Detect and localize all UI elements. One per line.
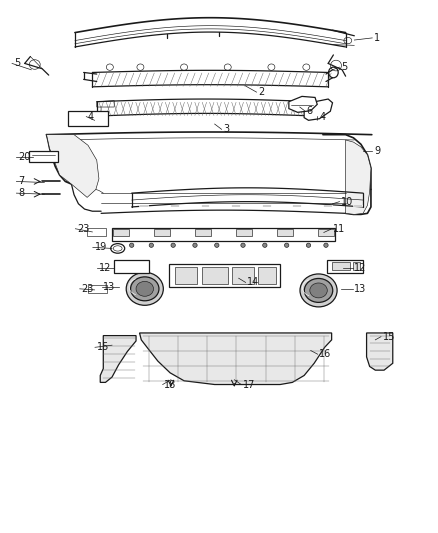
Polygon shape [100, 336, 136, 382]
Ellipse shape [285, 243, 289, 247]
Polygon shape [289, 96, 317, 112]
Polygon shape [195, 229, 211, 236]
Text: 13: 13 [354, 284, 367, 294]
Polygon shape [175, 266, 197, 284]
Ellipse shape [306, 243, 311, 247]
Ellipse shape [193, 243, 197, 247]
Ellipse shape [149, 243, 153, 247]
Polygon shape [318, 229, 334, 236]
Text: 4: 4 [88, 111, 94, 122]
Polygon shape [113, 229, 129, 236]
Ellipse shape [254, 232, 259, 237]
Ellipse shape [91, 115, 96, 122]
Polygon shape [353, 262, 360, 270]
Text: 4: 4 [319, 111, 325, 122]
Polygon shape [114, 260, 149, 273]
Polygon shape [258, 266, 276, 284]
Text: 6: 6 [306, 106, 312, 116]
Text: 18: 18 [164, 379, 177, 390]
Polygon shape [29, 151, 58, 163]
Polygon shape [201, 266, 228, 284]
Ellipse shape [215, 243, 219, 247]
Ellipse shape [82, 115, 87, 122]
Text: 11: 11 [332, 224, 345, 235]
Ellipse shape [30, 154, 35, 160]
Polygon shape [327, 260, 363, 273]
Ellipse shape [179, 232, 184, 237]
Text: 23: 23 [81, 284, 94, 294]
Ellipse shape [130, 243, 134, 247]
Ellipse shape [263, 243, 267, 247]
Text: 14: 14 [247, 278, 260, 287]
Text: 16: 16 [319, 349, 332, 359]
Text: 7: 7 [18, 176, 25, 187]
Text: 12: 12 [354, 263, 367, 273]
Polygon shape [346, 140, 371, 214]
Text: 1: 1 [374, 33, 380, 43]
Polygon shape [46, 135, 99, 197]
Text: 3: 3 [223, 124, 230, 134]
Polygon shape [236, 229, 252, 236]
Ellipse shape [300, 274, 337, 307]
Ellipse shape [324, 243, 328, 247]
Text: 10: 10 [341, 197, 353, 207]
Polygon shape [232, 266, 254, 284]
Text: 23: 23 [77, 224, 89, 234]
Ellipse shape [171, 243, 175, 247]
Ellipse shape [304, 278, 333, 302]
Ellipse shape [131, 277, 159, 301]
Polygon shape [304, 99, 332, 120]
Ellipse shape [73, 115, 78, 122]
Text: 8: 8 [18, 188, 24, 198]
Text: 13: 13 [103, 282, 116, 292]
Polygon shape [88, 285, 107, 293]
Polygon shape [169, 264, 280, 287]
Text: 20: 20 [18, 152, 31, 162]
Text: 2: 2 [258, 87, 265, 97]
Text: 15: 15 [383, 332, 395, 342]
Ellipse shape [241, 243, 245, 247]
Text: 12: 12 [99, 263, 111, 273]
Ellipse shape [91, 229, 96, 235]
Polygon shape [332, 262, 350, 270]
Polygon shape [112, 228, 335, 241]
Ellipse shape [116, 263, 123, 270]
Polygon shape [277, 229, 293, 236]
Polygon shape [154, 229, 170, 236]
Text: 5: 5 [14, 59, 20, 68]
Ellipse shape [310, 283, 327, 298]
Text: 15: 15 [97, 342, 109, 352]
Ellipse shape [136, 281, 153, 296]
Ellipse shape [91, 286, 96, 292]
Ellipse shape [126, 272, 163, 305]
Polygon shape [164, 228, 274, 241]
Text: 17: 17 [243, 379, 255, 390]
Polygon shape [68, 111, 108, 126]
Text: 19: 19 [95, 243, 107, 252]
Polygon shape [367, 333, 393, 370]
Polygon shape [140, 333, 332, 384]
Polygon shape [87, 228, 106, 236]
Ellipse shape [216, 232, 222, 237]
Text: 5: 5 [341, 62, 347, 72]
Text: 9: 9 [374, 146, 380, 156]
